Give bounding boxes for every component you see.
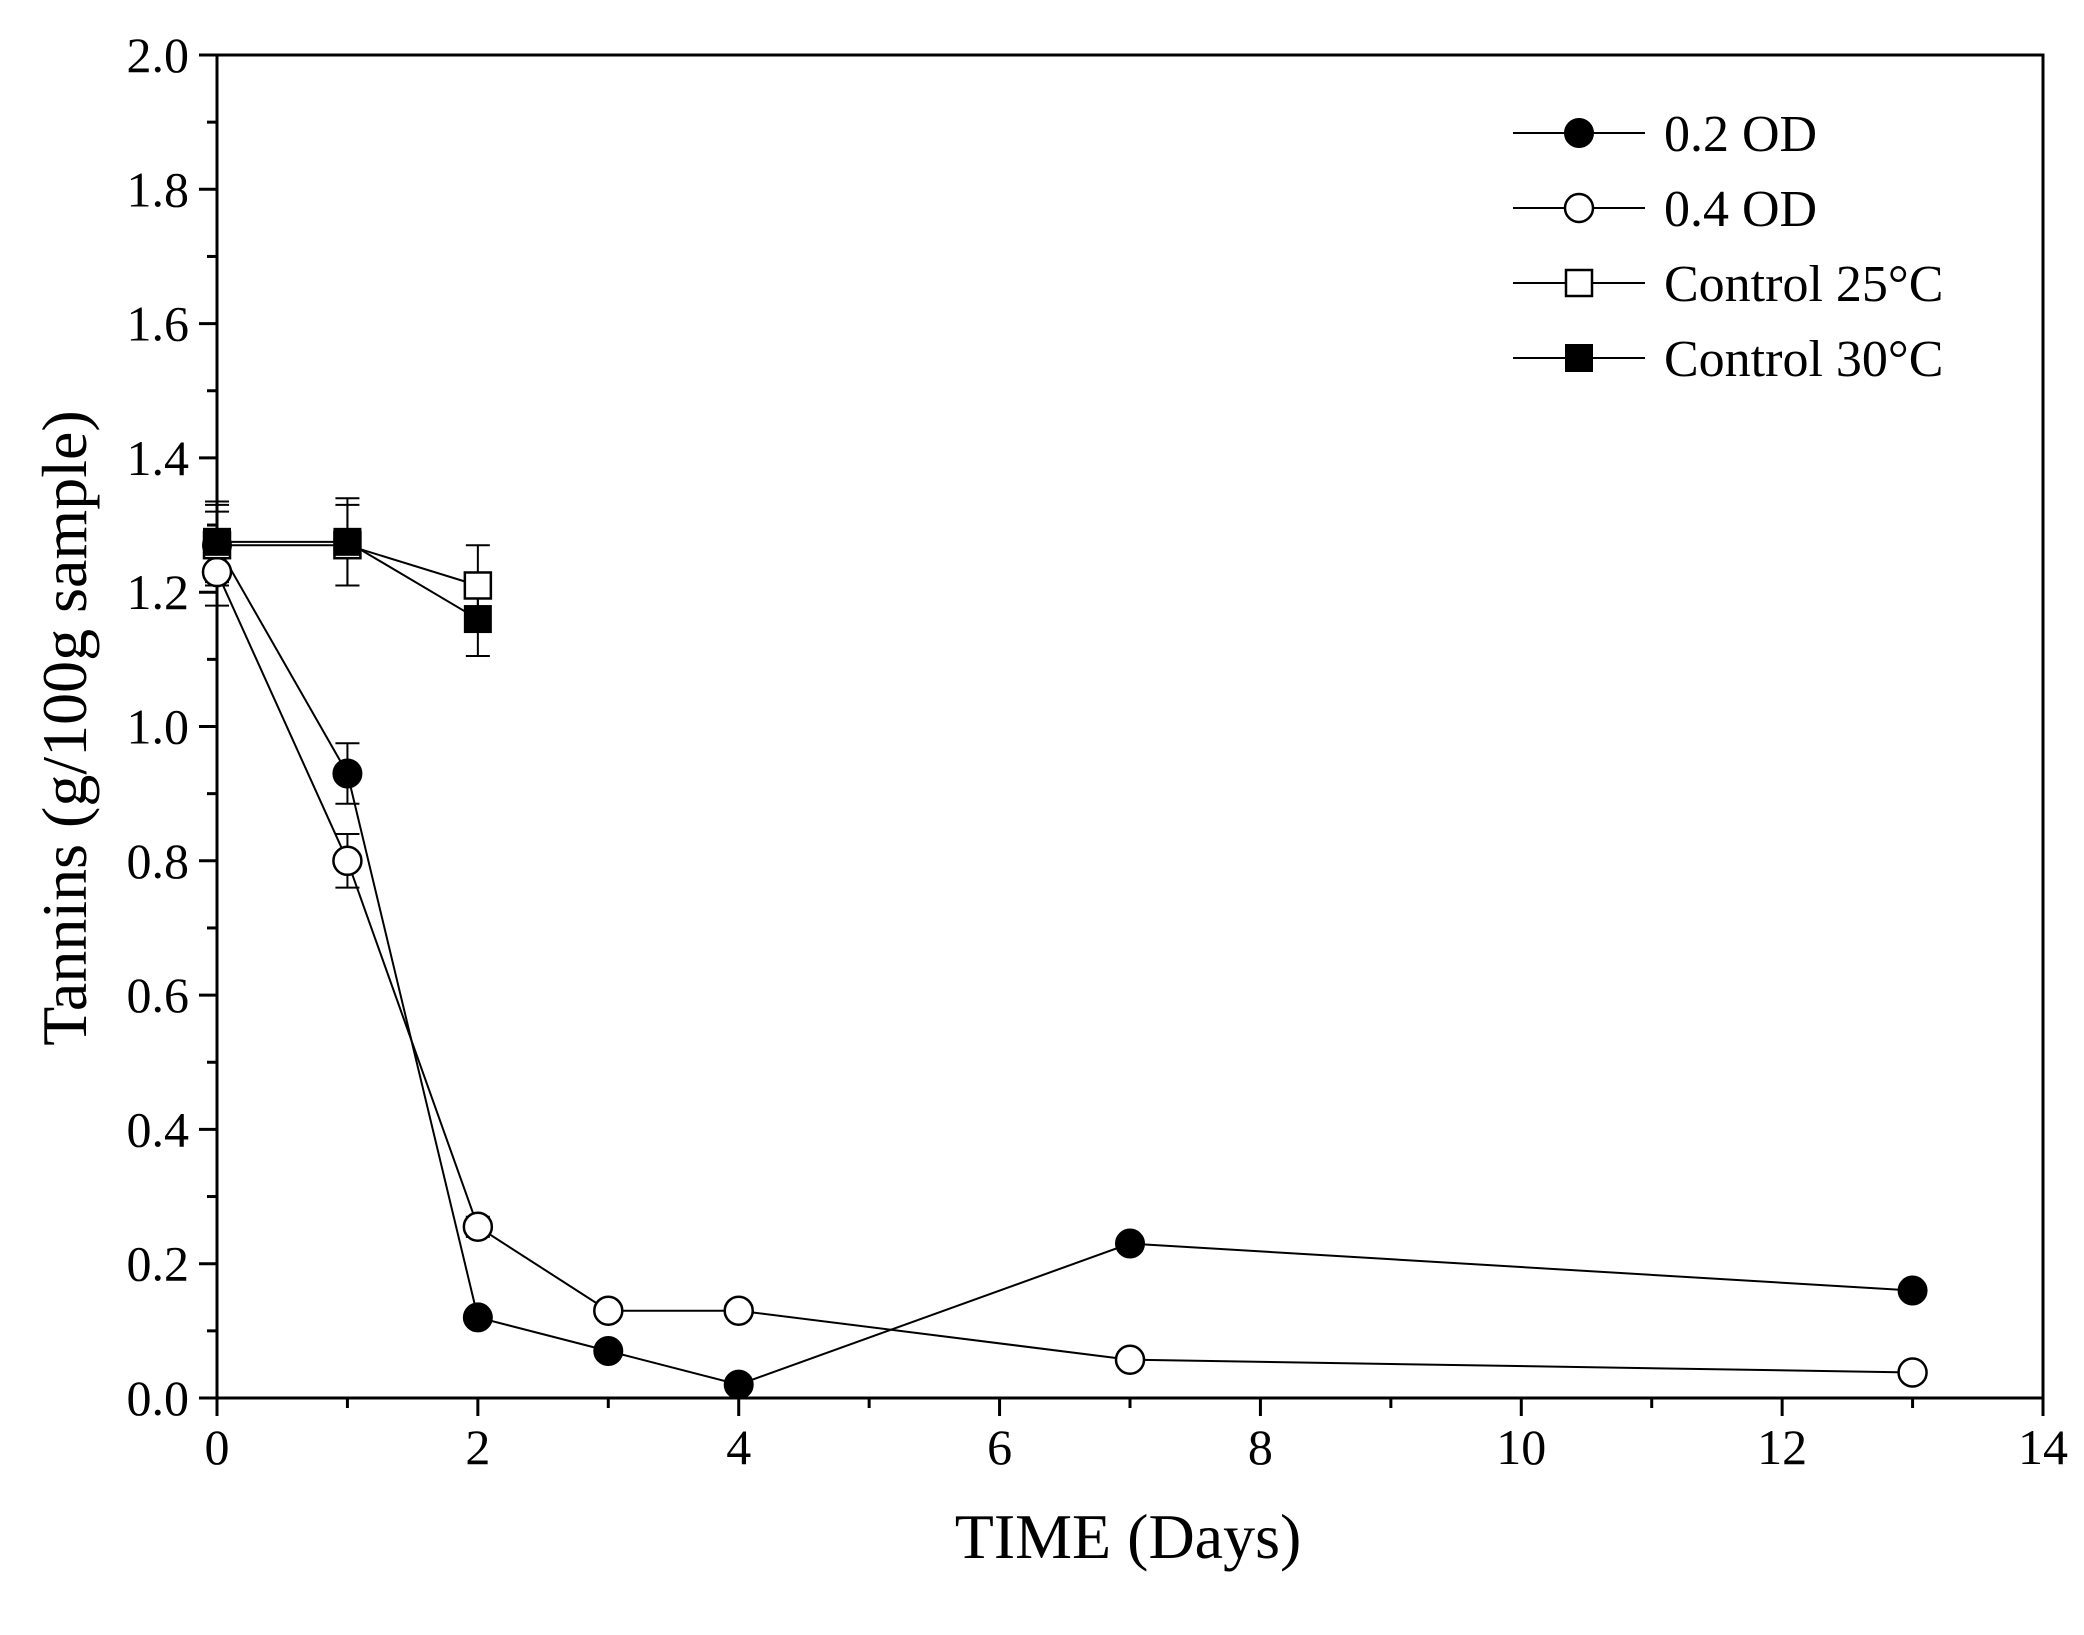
data-point-0-2-od: [462, 1302, 493, 1333]
data-point-0-4-od: [462, 1211, 494, 1243]
y-tick-label: 1.8: [127, 161, 190, 217]
legend-marker-0-2-od: [1564, 118, 1594, 148]
data-point-control-25-c: [463, 571, 493, 600]
y-axis-title: Tannins (g/100g sample): [29, 410, 100, 1045]
axis-tick-labels: 0 2 4 6 8 10 12 14 0.0 0.2 0.4 0.6 0.8 1.0 1.2 1.4 1.6 1.…: [127, 27, 2069, 1475]
x-tick-label: 8: [1248, 1419, 1273, 1475]
x-tick-label: 14: [2018, 1419, 2068, 1475]
legend-label-control-25-c: Control 25°C: [1664, 256, 1943, 313]
y-tick-label: 1.2: [127, 564, 190, 620]
x-axis-title: TIME (Days): [955, 1501, 1302, 1572]
x-tick-label: 4: [726, 1419, 751, 1475]
data-point-0-2-od: [332, 758, 363, 789]
y-tick-label: 0.2: [127, 1236, 190, 1292]
data-point-0-2-od: [1115, 1228, 1145, 1259]
y-tick-label: 0.6: [127, 967, 190, 1023]
data-point-0-2-od: [593, 1335, 624, 1366]
data-point-0-4-od: [1897, 1357, 1928, 1388]
legend-label-control-30-c: Control 30°C: [1664, 331, 1943, 388]
legend-marker-control-25-c: [1564, 268, 1594, 298]
data-point-0-2-od: [1897, 1275, 1928, 1306]
data-point-0-4-od: [201, 556, 233, 588]
series-line-0-2-od: [216, 544, 1913, 1386]
y-tick-label: 2.0: [127, 27, 190, 83]
legend: 0.2 OD 0.4 OD Control 25°C Control 30°C: [1513, 106, 1943, 388]
axis-ticks: [199, 53, 2045, 1416]
data-point-0-4-od: [723, 1295, 754, 1326]
y-tick-label: 1.4: [127, 430, 190, 486]
series-line-0-4-od: [216, 571, 1913, 1374]
x-tick-label: 10: [1496, 1419, 1546, 1475]
data-point-control-30-c: [463, 605, 492, 634]
x-tick-label: 0: [205, 1419, 230, 1475]
data-point-control-30-c: [333, 527, 362, 556]
legend-marker-control-30-c: [1565, 344, 1593, 372]
x-tick-label: 12: [1757, 1419, 1807, 1475]
x-tick-label: 2: [465, 1419, 490, 1475]
y-tick-label: 1.6: [127, 296, 190, 352]
y-tick-label: 0.4: [127, 1101, 190, 1157]
y-tick-label: 1.0: [127, 699, 190, 755]
y-tick-label: 0.8: [127, 833, 190, 889]
series-lines: [216, 540, 1913, 1386]
data-point-0-4-od: [593, 1295, 624, 1326]
data-point-control-30-c: [203, 527, 231, 556]
data-point-0-4-od: [332, 845, 363, 877]
y-tick-label: 0.0: [127, 1370, 190, 1426]
legend-label-0-4-od: 0.4 OD: [1664, 181, 1817, 238]
legend-marker-0-4-od: [1563, 192, 1595, 224]
data-markers: [201, 527, 1928, 1400]
x-tick-label: 6: [987, 1419, 1012, 1475]
data-point-0-4-od: [1114, 1344, 1146, 1375]
data-point-0-2-od: [723, 1369, 754, 1400]
legend-label-0-2-od: 0.2 OD: [1664, 106, 1817, 163]
